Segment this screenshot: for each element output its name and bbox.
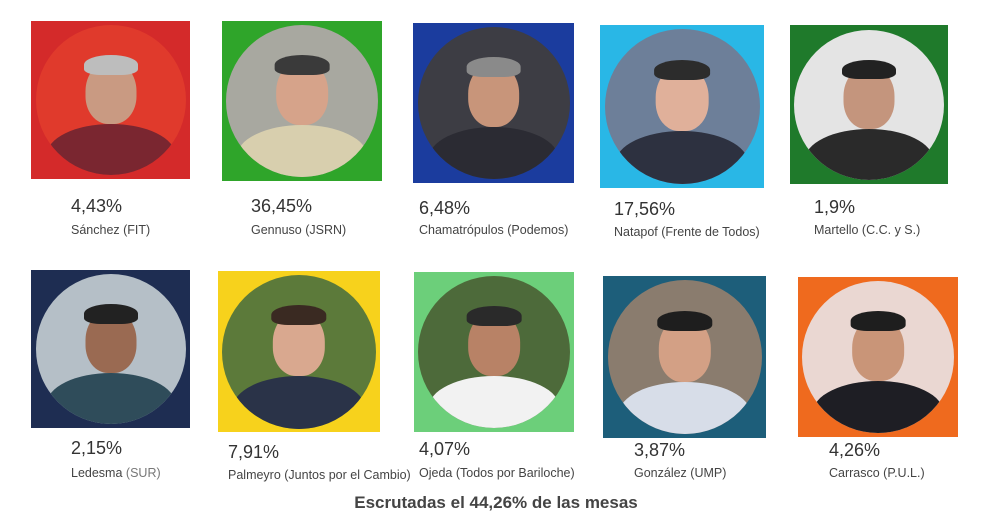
candidate-percentage: 6,48% <box>419 198 471 218</box>
candidate-photo-tile <box>218 271 380 432</box>
candidate-photo <box>604 29 760 184</box>
candidate-percentage: 4,07% <box>419 439 471 459</box>
portrait-torso <box>46 124 175 175</box>
portrait-hair <box>850 311 906 332</box>
candidate-photo <box>222 274 376 429</box>
candidate-photo-tile <box>414 272 574 432</box>
portrait-hair <box>83 304 138 324</box>
candidate-name: Sánchez (FIT) <box>71 223 151 237</box>
portrait-hair <box>654 60 710 81</box>
candidate-photo <box>417 27 570 179</box>
candidate-name: Martello (C.C. y S.) <box>814 223 921 237</box>
portrait-torso <box>46 373 175 424</box>
candidate-name: González (UMP) <box>634 466 727 480</box>
portrait-torso <box>428 127 559 179</box>
portrait-torso <box>232 376 366 429</box>
candidate-percentage: 4,43% <box>71 196 123 216</box>
candidate-name: Ledesma (SUR) <box>71 466 161 480</box>
portrait-torso <box>618 381 751 434</box>
portrait-torso <box>804 128 934 180</box>
portrait-hair <box>83 55 138 75</box>
portrait-torso <box>615 131 749 184</box>
candidate-photo <box>226 25 378 177</box>
candidate-photo <box>802 281 954 433</box>
candidate-photo <box>418 276 570 428</box>
portrait-torso <box>236 125 368 177</box>
candidate-photo-tile <box>31 21 190 179</box>
candidate-name: Natapof (Frente de Todos) <box>614 225 760 239</box>
candidate-photo-tile <box>603 276 766 438</box>
candidate-percentage: 36,45% <box>251 196 313 216</box>
candidate-name: Chamatrópulos (Podemos) <box>419 223 569 237</box>
candidate-name-main: Ledesma <box>71 466 123 480</box>
portrait-hair <box>656 310 713 331</box>
candidate-photo <box>35 274 186 424</box>
portrait-hair <box>466 306 522 327</box>
portrait-torso <box>812 381 944 433</box>
candidate-name: Gennuso (JSRN) <box>251 223 347 237</box>
candidate-photo-tile <box>790 25 948 184</box>
candidate-photo <box>794 29 944 180</box>
candidate-photo <box>35 25 186 175</box>
candidate-name: Ojeda (Todos por Bariloche) <box>419 466 575 480</box>
candidate-percentage: 4,26% <box>829 440 881 460</box>
candidate-percentage: 1,9% <box>814 197 856 217</box>
candidate-percentage: 7,91% <box>228 442 280 462</box>
candidate-percentage: 17,56% <box>614 199 676 219</box>
candidate-photo-tile <box>798 277 958 437</box>
candidate-party: (SUR) <box>125 466 161 480</box>
portrait-torso <box>428 376 560 428</box>
candidate-percentage: 2,15% <box>71 438 123 458</box>
candidate-photo-tile <box>413 23 574 183</box>
candidate-photo-tile <box>600 25 764 188</box>
portrait-hair <box>842 59 896 79</box>
candidate-photo-tile <box>222 21 382 181</box>
portrait-hair <box>274 55 330 76</box>
candidate-name: Carrasco (P.U.L.) <box>829 466 925 480</box>
candidate-percentage: 3,87% <box>634 440 686 460</box>
candidate-name: Palmeyro (Juntos por el Cambio) <box>228 468 411 482</box>
portrait-hair <box>271 305 327 326</box>
candidate-photo <box>607 280 762 434</box>
portrait-hair <box>466 57 521 78</box>
scrutiny-footer: Escrutadas el 44,26% de las mesas <box>354 493 638 512</box>
candidate-photo-tile <box>31 270 190 428</box>
